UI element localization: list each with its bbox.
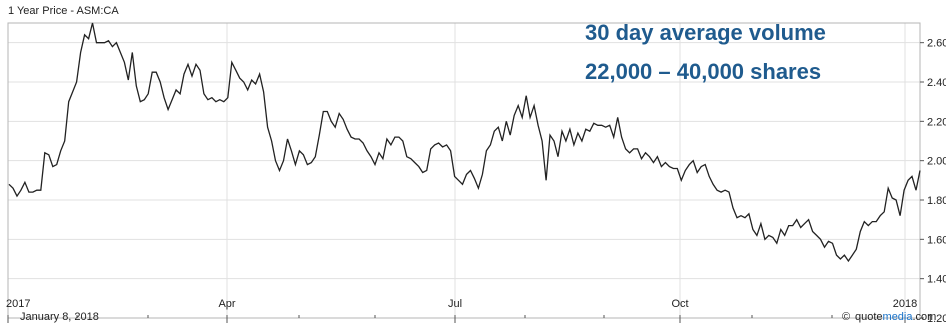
date-caption: January 8, 2018: [20, 311, 99, 323]
x-tick-label: 2017: [6, 298, 30, 310]
copyright-icon: ©: [842, 311, 850, 323]
y-tick-label: 1.80: [927, 195, 946, 207]
x-axis: 2017 Apr Jul Oct 2018: [6, 298, 917, 323]
annotation-volume-title: 30 day average volume: [585, 20, 826, 45]
chart-title: 1 Year Price - ASM:CA: [8, 5, 119, 17]
brand-prefix: quote: [855, 311, 883, 323]
y-tick-label: 2.20: [927, 116, 946, 128]
x-tick-label: 2018: [893, 298, 917, 310]
x-tick-label: Oct: [671, 298, 688, 310]
x-tick-label: Jul: [448, 298, 462, 310]
y-tick-label: 1.40: [927, 274, 946, 286]
series-line-price: [8, 22, 921, 263]
y-tick-label: 1.20: [927, 313, 946, 323]
y-tick-label: 2.60: [927, 38, 946, 50]
y-tick-label: 1.60: [927, 234, 946, 246]
y-axis: 1.20 1.40 1.60 1.80 2.00 2.20 2.40 2.60: [920, 38, 946, 323]
brand-text: quotemedia.com: [855, 311, 936, 323]
brand-tail: .com: [913, 311, 937, 323]
y-tick-label: 2.40: [927, 77, 946, 89]
x-tick-label: Apr: [218, 298, 235, 310]
y-tick-label: 2.00: [927, 156, 946, 168]
quotemedia-logo: © quotemedia.com: [842, 311, 936, 323]
brand-suffix: media: [883, 311, 914, 323]
annotation-volume-range: 22,000 – 40,000 shares: [585, 59, 821, 84]
